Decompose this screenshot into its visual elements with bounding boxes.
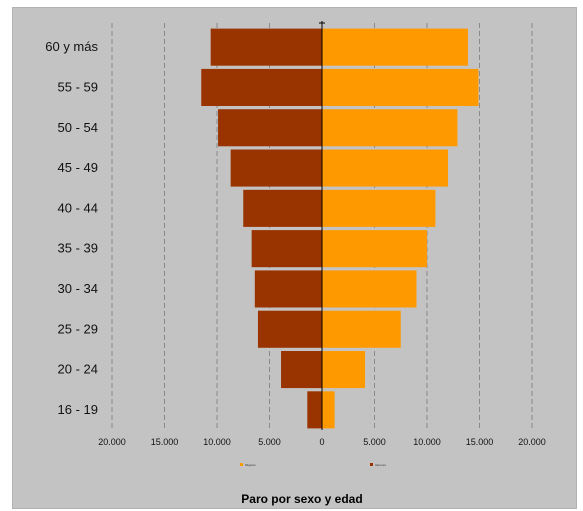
bar-mujeres (322, 230, 427, 268)
category-label: 40 - 44 (58, 200, 98, 215)
bar-varones (254, 270, 322, 308)
category-label: 30 - 34 (58, 281, 98, 296)
bar-mujeres (322, 310, 401, 348)
bar-mujeres (322, 149, 448, 187)
category-label: 60 y más (45, 39, 98, 54)
legend: Mujeres Varones (240, 463, 386, 467)
bar-mujeres (322, 109, 458, 147)
x-tick-label: 20.000 (98, 437, 126, 447)
bar-mujeres (322, 351, 366, 389)
x-tick-label: 5.000 (258, 437, 281, 447)
bar-varones (210, 28, 322, 66)
legend-swatch (240, 463, 243, 466)
bar-varones (251, 230, 322, 268)
category-label: 25 - 29 (58, 321, 98, 336)
category-label: 16 - 19 (58, 402, 98, 417)
chart-title: Paro por sexo y edad (241, 492, 362, 506)
legend-swatch (370, 463, 373, 466)
category-label: 50 - 54 (58, 120, 98, 135)
bar-mujeres (322, 28, 468, 66)
x-tick-label: 20.000 (518, 437, 546, 447)
category-label: 20 - 24 (58, 362, 98, 377)
bar-mujeres (322, 391, 335, 429)
bar-varones (243, 189, 322, 227)
x-tick-label: 15.000 (151, 437, 179, 447)
x-tick-label: 10.000 (203, 437, 231, 447)
bar-varones (307, 391, 322, 429)
x-tick-label: 10.000 (413, 437, 441, 447)
category-label: 45 - 49 (58, 160, 98, 175)
axis-layer: 20.000 15.000 10.000 5.000 0 5.000 10.000 15.00… (45, 21, 546, 447)
x-tick-label: 15.000 (466, 437, 494, 447)
bar-varones (218, 109, 322, 147)
bar-mujeres (322, 270, 417, 308)
bar-mujeres (322, 189, 436, 227)
bar-varones (201, 68, 322, 106)
legend-label: Mujeres (245, 463, 256, 467)
bar-mujeres (322, 68, 479, 106)
x-tick-label: 5.000 (363, 437, 386, 447)
x-tick-label: 0 (319, 437, 324, 447)
legend-label: Varones (375, 463, 386, 467)
bar-varones (281, 351, 322, 389)
bar-varones (230, 149, 322, 187)
bar-varones (257, 310, 322, 348)
bars-layer (201, 28, 479, 429)
category-label: 35 - 39 (58, 241, 98, 256)
category-label: 55 - 59 (58, 79, 98, 94)
